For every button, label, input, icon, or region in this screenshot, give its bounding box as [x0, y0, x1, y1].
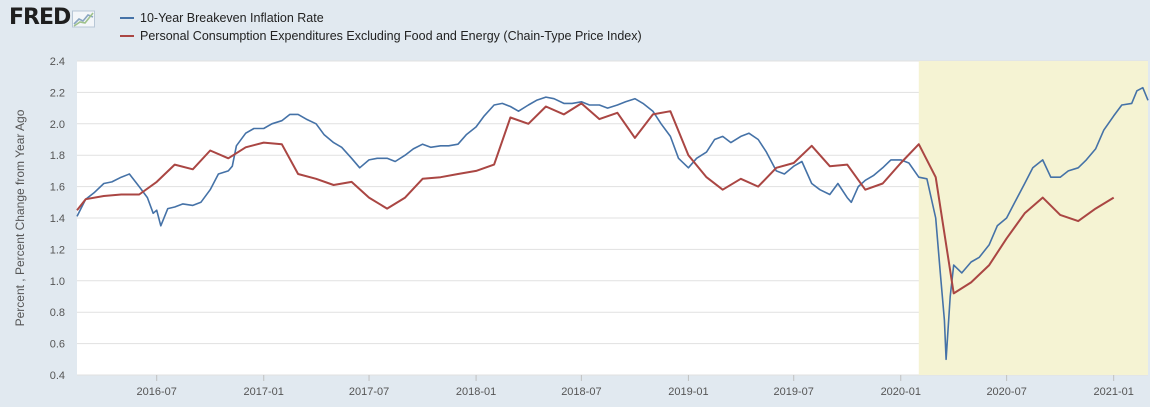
x-tick-label: 2017-01	[244, 386, 284, 398]
legend-label-breakeven: 10-Year Breakeven Inflation Rate	[140, 11, 324, 25]
y-tick-label: 1.6	[50, 182, 65, 194]
y-axis-ticks: 0.4 0.6 0.8 1.0 1.2 1.4 1.6 1.8 2.0 2.2 2.4	[50, 56, 65, 382]
y-tick-label: 2.0	[50, 119, 65, 131]
recession-shading	[918, 61, 1148, 375]
series-line-breakeven[interactable]	[76, 86, 1149, 361]
y-tick-label: 0.6	[50, 339, 65, 351]
y-axis-label: Percent , Percent Change from Year Ago	[13, 109, 27, 326]
legend-swatch-breakeven	[120, 17, 134, 19]
x-tick-label: 2017-07	[349, 386, 389, 398]
y-tick-label: 0.8	[50, 307, 65, 319]
y-tick-label: 2.4	[50, 56, 65, 68]
x-tick-label: 2021-01	[1093, 386, 1133, 398]
x-tick-label: 2018-07	[561, 386, 601, 398]
legend: 10-Year Breakeven Inflation Rate Persona…	[120, 10, 642, 46]
y-tick-label: 1.2	[50, 244, 65, 256]
series-lines	[76, 86, 1149, 361]
y-tick-label: 1.8	[50, 150, 65, 162]
x-tick-label: 2019-01	[668, 386, 708, 398]
x-tick-label: 2020-01	[881, 386, 921, 398]
line-chart[interactable]: 0.4 0.6 0.8 1.0 1.2 1.4 1.6 1.8 2.0 2.2 2.4 2016-0…	[0, 56, 1150, 407]
series-line-pce[interactable]	[76, 102, 1115, 295]
legend-item-pce[interactable]: Personal Consumption Expenditures Exclud…	[120, 28, 642, 44]
y-tick-label: 1.0	[50, 276, 65, 288]
fred-logo[interactable]: FRED	[9, 5, 96, 30]
fred-logo-text: FRED	[9, 5, 71, 30]
legend-label-pce: Personal Consumption Expenditures Exclud…	[140, 29, 642, 43]
shaded-region	[918, 61, 1148, 375]
x-tick-label: 2019-07	[774, 386, 814, 398]
y-tick-label: 1.4	[50, 213, 65, 225]
y-tick-label: 0.4	[50, 370, 65, 382]
legend-item-breakeven[interactable]: 10-Year Breakeven Inflation Rate	[120, 10, 642, 26]
legend-swatch-pce	[120, 35, 134, 37]
x-axis-ticks: 2016-07 2017-01 2017-07 2018-01 2018-07 2019-…	[137, 375, 1134, 398]
x-tick-label: 2018-01	[456, 386, 496, 398]
fred-chart-icon	[72, 10, 96, 27]
x-tick-label: 2020-07	[986, 386, 1026, 398]
y-tick-label: 2.2	[50, 87, 65, 99]
chart-header: FRED 10-Year Breakeven Inflation Rate Pe…	[0, 0, 1150, 56]
x-tick-label: 2016-07	[137, 386, 177, 398]
